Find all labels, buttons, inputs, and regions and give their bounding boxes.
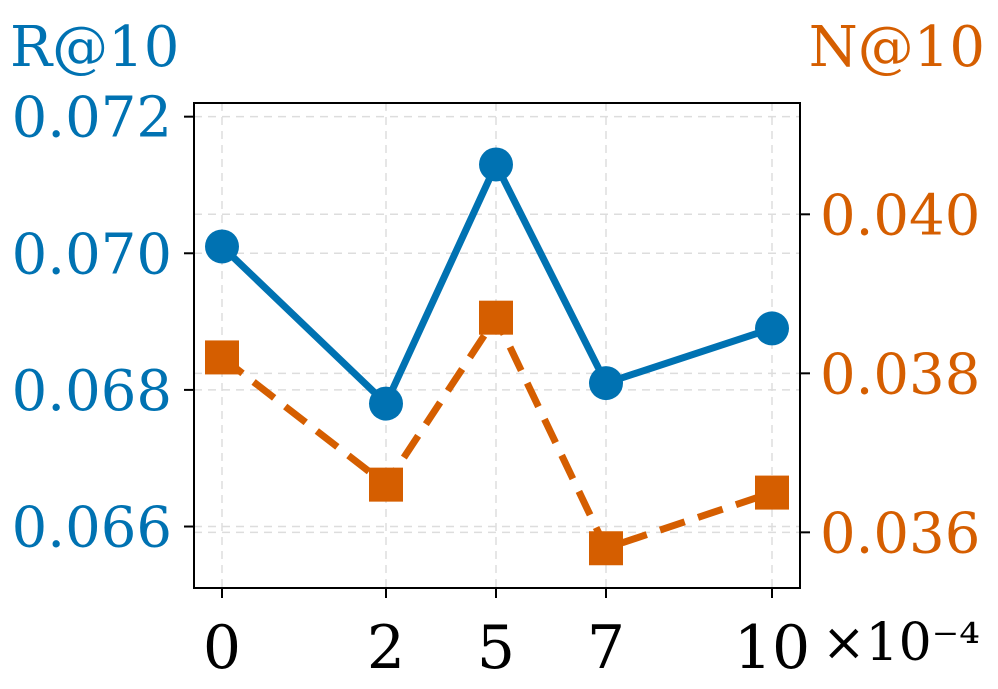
right-axis-label: N@10 bbox=[809, 15, 985, 80]
x-exponent-label: ×10⁻⁴ bbox=[822, 613, 980, 673]
left-series-point bbox=[205, 229, 239, 264]
x-tick-label: 10 bbox=[734, 613, 810, 683]
left-series-point bbox=[479, 147, 513, 182]
right-series-point bbox=[479, 300, 513, 335]
x-tick-label: 5 bbox=[477, 613, 515, 683]
x-tick-label: 2 bbox=[367, 613, 405, 683]
left-y-tick-label: 0.070 bbox=[12, 222, 172, 287]
left-series-point bbox=[589, 366, 623, 401]
left-axis-label: R@10 bbox=[10, 15, 179, 80]
right-series-point bbox=[755, 475, 789, 510]
right-y-tick-label: 0.040 bbox=[820, 183, 980, 248]
x-tick-label: 7 bbox=[587, 613, 625, 683]
grid bbox=[194, 103, 800, 588]
right-series-point bbox=[369, 467, 403, 502]
right-series-point bbox=[589, 531, 623, 566]
left-y-tick-label: 0.072 bbox=[12, 86, 172, 151]
right-y-tick-label: 0.036 bbox=[820, 501, 980, 566]
right-series-point bbox=[205, 340, 239, 375]
left-y-tick-label: 0.068 bbox=[12, 359, 172, 424]
left-series-point bbox=[369, 386, 403, 421]
left-series-line bbox=[219, 160, 774, 408]
series-layer bbox=[205, 147, 789, 566]
left-y-tick-label: 0.066 bbox=[12, 496, 172, 561]
ticks-layer: 0 2 5 7 10 0.066 0.068 0.070 0.072 0.036 0.038 0.04… bbox=[12, 86, 981, 683]
right-y-tick-label: 0.038 bbox=[820, 342, 980, 407]
left-series-point bbox=[755, 311, 789, 346]
x-tick-label: 0 bbox=[203, 613, 241, 683]
